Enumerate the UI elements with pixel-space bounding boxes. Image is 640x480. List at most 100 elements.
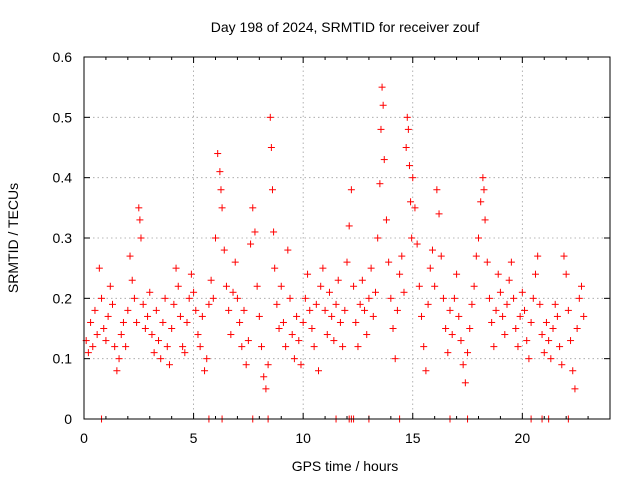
x-tick-label: 5 (190, 430, 198, 446)
data-point (176, 312, 184, 320)
data-point (379, 101, 387, 109)
data-point (505, 276, 513, 284)
data-point (238, 343, 246, 351)
data-point (393, 306, 401, 314)
data-point (203, 355, 211, 363)
data-point (317, 282, 325, 290)
data-point (347, 186, 355, 194)
data-point (106, 282, 114, 290)
data-point (503, 300, 511, 308)
data-point (293, 312, 301, 320)
data-point (490, 343, 498, 351)
data-point (496, 288, 504, 296)
data-point (321, 306, 329, 314)
data-point (494, 270, 502, 278)
data-point (356, 300, 364, 308)
data-point (405, 162, 413, 170)
tick-labels: 0 5 10 15 20 0 0.1 0.2 0.3 0.4 0.5 0.6 (53, 49, 531, 446)
data-point (312, 300, 320, 308)
data-point (104, 312, 112, 320)
data-point (288, 331, 296, 339)
data-point (365, 294, 373, 302)
data-point (87, 318, 95, 326)
data-point (319, 264, 327, 272)
data-point (115, 355, 123, 363)
data-point (400, 288, 408, 296)
data-point (512, 325, 520, 332)
data-point (117, 331, 125, 339)
data-point (240, 306, 248, 314)
data-point (146, 288, 154, 296)
data-point (422, 367, 430, 375)
data-point (382, 216, 390, 224)
data-point (531, 270, 539, 278)
data-point (270, 228, 278, 236)
data-point (196, 343, 204, 351)
data-point (260, 373, 268, 381)
data-point (231, 258, 239, 266)
data-point (371, 288, 379, 296)
data-point (488, 318, 496, 326)
y-tick-label: 0.2 (53, 290, 73, 306)
data-point (328, 312, 336, 320)
data-point (575, 294, 583, 302)
data-point (133, 318, 141, 326)
data-point (367, 264, 375, 272)
data-point (396, 270, 404, 278)
data-point (155, 337, 163, 345)
data-point (485, 294, 493, 302)
data-point (194, 331, 202, 339)
data-point (205, 300, 213, 308)
data-point (332, 300, 340, 308)
data-point (304, 270, 312, 278)
data-point (157, 355, 165, 363)
y-tick-label: 0 (64, 411, 72, 427)
data-point (258, 343, 266, 351)
data-point (306, 306, 314, 314)
data-point (354, 343, 362, 351)
data-point (242, 361, 250, 369)
data-point (389, 325, 397, 332)
data-point (534, 252, 542, 260)
data-point (549, 325, 557, 332)
data-point (374, 234, 382, 242)
data-point (198, 312, 206, 320)
data-point (411, 204, 419, 212)
data-point (477, 198, 485, 206)
data-point (501, 331, 509, 339)
y-tick-label: 0.3 (53, 230, 73, 246)
data-point (442, 325, 450, 332)
data-point (538, 331, 546, 339)
data-point (172, 264, 180, 272)
data-point (222, 282, 230, 290)
data-point (409, 174, 417, 182)
data-point (514, 343, 522, 351)
data-point (510, 294, 518, 302)
data-point (403, 113, 411, 121)
axis-ticks (83, 56, 611, 420)
data-point (420, 343, 428, 351)
data-point (124, 306, 132, 314)
data-point (308, 325, 316, 332)
data-point (168, 325, 176, 332)
data-point (144, 312, 152, 320)
data-point (464, 349, 472, 357)
data-point (93, 331, 101, 339)
data-point (450, 294, 458, 302)
data-point (310, 343, 318, 351)
data-point (268, 186, 276, 194)
data-point (492, 306, 500, 314)
data-point (84, 349, 92, 357)
data-point (216, 168, 224, 176)
data-point (163, 343, 171, 351)
data-point (578, 282, 586, 290)
data-point (249, 204, 257, 212)
data-point (424, 300, 432, 308)
data-point (343, 258, 351, 266)
data-points (82, 83, 588, 423)
data-point (459, 361, 467, 369)
data-point (181, 349, 189, 357)
data-point (209, 294, 217, 302)
data-point (267, 144, 275, 151)
data-point (264, 361, 272, 369)
